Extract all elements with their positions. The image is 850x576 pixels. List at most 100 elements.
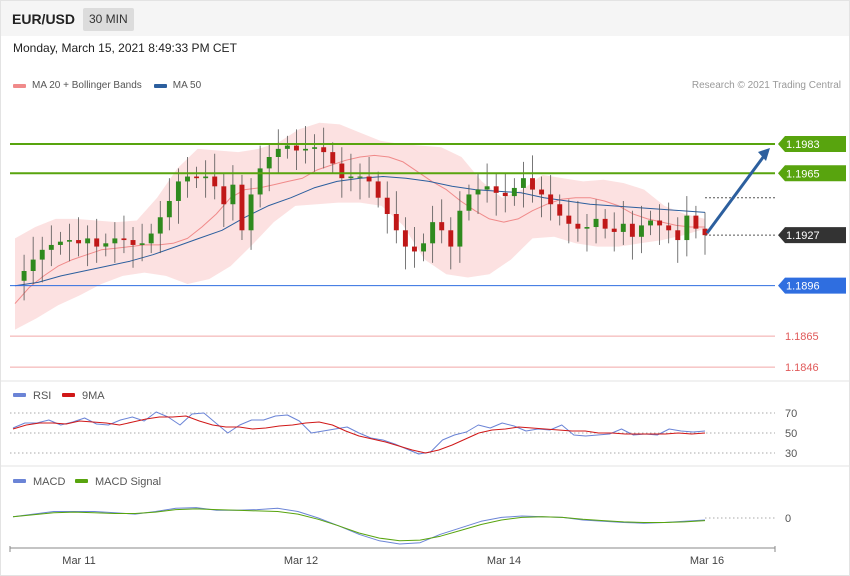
candle-body xyxy=(611,228,617,232)
candle-body xyxy=(194,176,200,179)
candle-body xyxy=(602,218,608,229)
rsi-swatch xyxy=(13,393,26,397)
rsi-tick-70: 70 xyxy=(785,408,797,420)
macd-signal-line xyxy=(12,508,706,542)
rsi-tick-30: 30 xyxy=(785,448,797,460)
timestamp: Monday, March 15, 2021 8:49:33 PM CET xyxy=(13,41,237,55)
level-tag-bg xyxy=(778,165,846,182)
candle-body xyxy=(393,214,399,231)
candle-body xyxy=(30,259,36,271)
candle-body xyxy=(548,194,554,205)
candle-body xyxy=(575,223,581,229)
candle-body xyxy=(339,163,345,179)
candle-body xyxy=(439,222,445,231)
candle-body xyxy=(212,176,218,187)
level-tag-1: 1.1965 xyxy=(786,168,820,180)
candle-body xyxy=(39,249,45,260)
candle-body xyxy=(230,184,236,205)
candle-body xyxy=(103,243,109,247)
rsi-line xyxy=(12,411,706,455)
candle-body xyxy=(466,194,472,211)
x-tick-label: Mar 11 xyxy=(62,555,95,567)
ma50-legend-label: MA 50 xyxy=(172,80,202,91)
candle-body xyxy=(638,225,644,237)
candle-body xyxy=(702,228,708,236)
candle-body xyxy=(239,184,245,231)
candle-body xyxy=(166,200,172,218)
candle-body xyxy=(502,192,508,197)
candle-body xyxy=(266,157,272,169)
level-lines: 1.1983 1.1965 1.1927 1.1896 1.1865 1.1846 xyxy=(10,135,846,374)
rsi-ma-swatch xyxy=(62,393,75,397)
rsi-panel: RSI 9MA 70 50 30 xyxy=(10,390,797,460)
candle-body xyxy=(675,230,681,241)
x-tick-label: Mar 14 xyxy=(487,555,521,567)
ma50-swatch xyxy=(153,83,167,88)
timeframe-badge[interactable]: 30 MIN xyxy=(83,8,134,31)
candle-body xyxy=(693,215,699,229)
candle-body xyxy=(112,238,118,244)
macd-signal-legend-label: MACD Signal xyxy=(95,476,161,488)
symbol-title: EUR/USD xyxy=(12,11,76,27)
candle-body xyxy=(530,178,535,190)
candle-body xyxy=(67,240,72,242)
candle-body xyxy=(293,145,299,151)
time-axis: Mar 11 Mar 12 Mar 14 Mar 16 xyxy=(9,546,776,567)
ma20-swatch xyxy=(13,83,26,88)
level-tag-bg xyxy=(778,135,846,152)
candle-body xyxy=(412,246,417,252)
candle-body xyxy=(539,189,545,195)
level-tag-3: 1.1896 xyxy=(786,281,820,293)
rsi-ma-line xyxy=(12,415,706,454)
candle-body xyxy=(157,217,163,234)
candle-body xyxy=(121,238,127,241)
candle-body xyxy=(484,186,490,190)
candle-body xyxy=(520,178,526,188)
rsi-tick-50: 50 xyxy=(785,428,797,440)
ma20-legend-label: MA 20 + Bollinger Bands xyxy=(32,80,142,91)
ma20-line xyxy=(14,154,705,304)
x-tick-label: Mar 12 xyxy=(284,555,318,567)
candle-body xyxy=(421,243,427,252)
candle-body xyxy=(457,210,463,247)
candle-body xyxy=(475,189,481,195)
candle-body xyxy=(402,230,408,247)
candle-body xyxy=(348,176,354,179)
price-panel xyxy=(1,122,849,467)
candle-body xyxy=(321,147,327,153)
level-tag-0: 1.1983 xyxy=(786,139,820,151)
candle-body xyxy=(684,215,690,241)
candle-body xyxy=(620,223,626,232)
candle-body xyxy=(185,176,190,182)
candle-body xyxy=(657,220,663,226)
candle-body xyxy=(139,243,145,245)
candle-body xyxy=(584,227,590,229)
candle-body xyxy=(94,238,100,247)
candle-body xyxy=(21,271,27,281)
copyright-notice: Research © 2021 Trading Central xyxy=(691,80,841,91)
x-tick-label: Mar 16 xyxy=(690,555,724,567)
candle-body xyxy=(303,148,308,151)
candle-body xyxy=(248,194,254,231)
candle-body xyxy=(557,204,563,216)
candle-body xyxy=(203,176,209,179)
candle-body xyxy=(375,181,381,198)
level-tag-bg xyxy=(778,277,846,294)
candle-body xyxy=(511,187,517,197)
level-tag-4: 1.1865 xyxy=(785,331,819,343)
candle-body xyxy=(130,240,136,245)
candle-body xyxy=(76,240,82,244)
candle-body xyxy=(257,168,263,195)
candle-body xyxy=(85,238,91,244)
candle-body xyxy=(666,225,672,231)
macd-tick-0: 0 xyxy=(785,513,791,525)
candle-body xyxy=(275,148,281,157)
candle-body xyxy=(629,223,635,237)
candle-body xyxy=(566,215,572,224)
rsi-legend-label: RSI xyxy=(33,390,51,402)
candle-body xyxy=(221,186,227,205)
candle-body xyxy=(57,241,63,245)
candle-body xyxy=(366,176,372,182)
candle-body xyxy=(330,152,336,164)
chart-header: EUR/USD 30 MIN xyxy=(1,1,849,36)
